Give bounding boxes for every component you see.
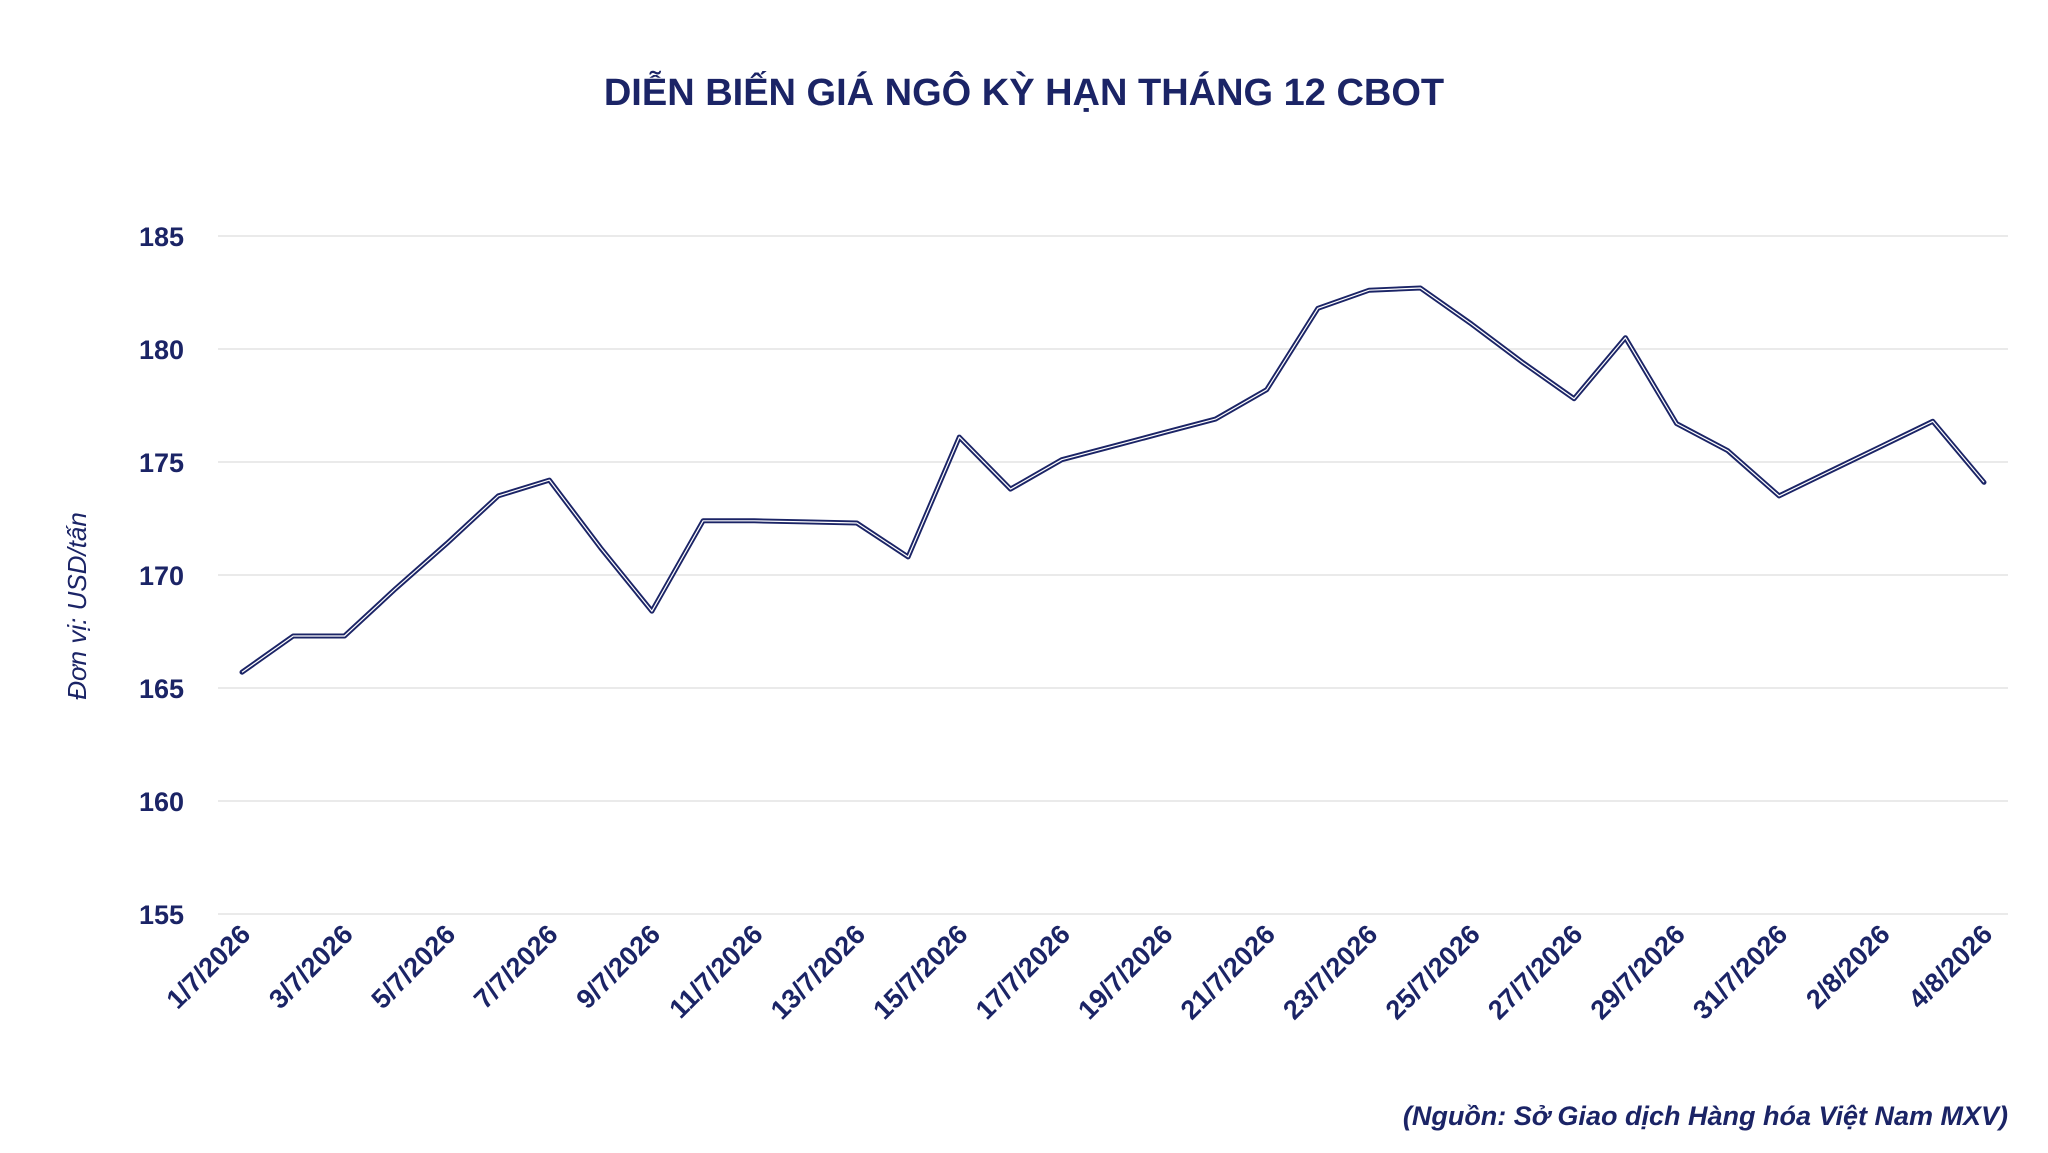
x-tick-label: 25/7/2026 xyxy=(1380,919,1486,1025)
series-line-highlight xyxy=(241,287,1985,673)
x-tick-label: 2/8/2026 xyxy=(1800,919,1896,1015)
y-axis-ticks: 155 160 165 170 175 180 185 xyxy=(139,222,184,930)
x-tick-label: 29/7/2026 xyxy=(1585,919,1691,1025)
x-tick-label: 11/7/2026 xyxy=(663,919,768,1024)
chart-title: DIỄN BIẾN GIÁ NGÔ KỲ HẠN THÁNG 12 CBOT xyxy=(604,69,1444,114)
x-tick-label: 17/7/2026 xyxy=(970,919,1076,1025)
x-tick-label: 31/7/2026 xyxy=(1687,919,1793,1025)
y-tick-label: 155 xyxy=(139,900,184,930)
x-tick-label: 19/7/2026 xyxy=(1072,919,1178,1025)
x-tick-label: 9/7/2026 xyxy=(571,919,667,1015)
y-axis-label: Đơn vị: USD/tấn xyxy=(62,512,92,700)
x-tick-label: 27/7/2026 xyxy=(1482,919,1588,1025)
x-tick-label: 21/7/2026 xyxy=(1175,919,1281,1025)
x-tick-label: 7/7/2026 xyxy=(468,919,564,1015)
y-tick-label: 185 xyxy=(139,222,184,252)
y-tick-label: 170 xyxy=(139,561,184,591)
x-axis-ticks: 1/7/2026 3/7/2026 5/7/2026 7/7/2026 9/7/2026… xyxy=(161,919,1999,1025)
y-tick-label: 180 xyxy=(139,335,184,365)
x-tick-label: 23/7/2026 xyxy=(1277,919,1383,1025)
x-tick-label: 5/7/2026 xyxy=(366,919,462,1015)
x-tick-label: 15/7/2026 xyxy=(867,919,973,1025)
series-line xyxy=(239,285,1987,675)
gridlines xyxy=(218,235,2008,915)
series-line-group xyxy=(239,285,1987,675)
source-note: (Nguồn: Sở Giao dịch Hàng hóa Việt Nam M… xyxy=(1403,1101,2008,1131)
y-tick-label: 160 xyxy=(139,787,184,817)
y-tick-label: 175 xyxy=(139,448,184,478)
x-tick-label: 13/7/2026 xyxy=(765,919,871,1025)
x-tick-label: 1/7/2026 xyxy=(161,919,257,1015)
x-tick-label: 4/8/2026 xyxy=(1903,919,1999,1015)
x-tick-label: 3/7/2026 xyxy=(263,919,359,1015)
y-tick-label: 165 xyxy=(139,674,184,704)
